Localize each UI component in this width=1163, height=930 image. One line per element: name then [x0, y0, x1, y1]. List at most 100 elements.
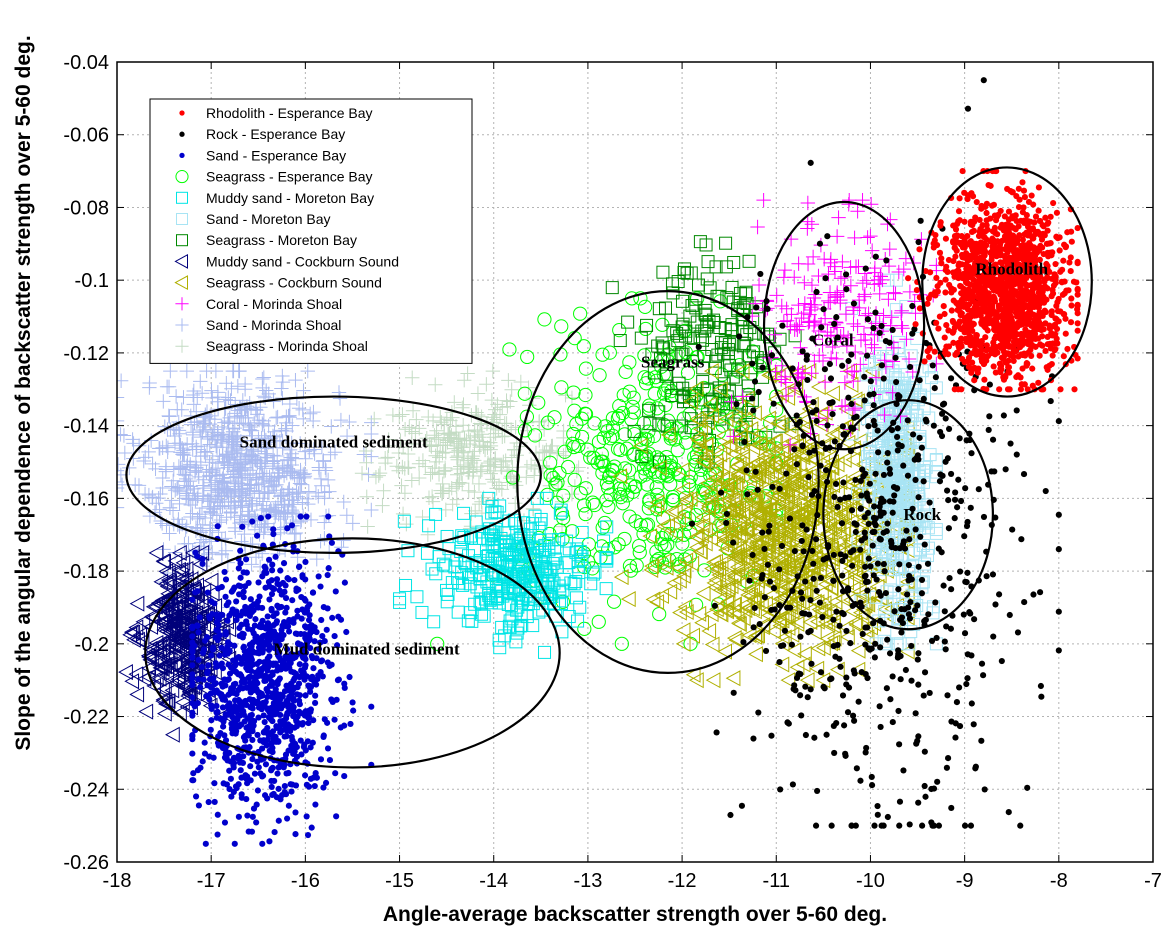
data-point	[244, 496, 259, 512]
data-point	[307, 629, 314, 636]
data-point	[375, 498, 390, 513]
data-point	[305, 682, 312, 689]
data-point	[442, 431, 458, 446]
data-point	[300, 363, 315, 379]
data-point	[186, 397, 201, 412]
data-point	[222, 745, 229, 752]
data-point	[405, 370, 420, 385]
data-point	[494, 460, 509, 475]
data-point	[151, 441, 167, 456]
data-point	[233, 598, 240, 605]
data-point	[297, 513, 304, 520]
data-point	[202, 840, 209, 847]
data-point	[263, 742, 270, 749]
data-point	[275, 440, 291, 455]
data-point	[456, 417, 471, 433]
data-point	[237, 382, 253, 397]
data-point	[277, 691, 284, 698]
data-point	[257, 428, 272, 443]
data-point	[254, 698, 261, 705]
data-point	[214, 488, 229, 503]
data-point	[205, 506, 220, 522]
data-point	[314, 478, 329, 493]
data-point	[236, 759, 244, 766]
data-point	[265, 513, 272, 520]
data-point	[306, 404, 321, 420]
data-point	[301, 772, 309, 779]
data-point	[443, 413, 458, 428]
data-point	[211, 798, 218, 806]
data-point	[204, 682, 211, 689]
data-point	[381, 432, 396, 447]
data-point	[188, 463, 203, 478]
data-point	[303, 513, 310, 520]
data-point	[462, 462, 477, 477]
data-point	[223, 487, 238, 503]
data-point	[283, 770, 290, 777]
data-point	[261, 718, 268, 726]
data-point	[315, 573, 322, 580]
data-point	[295, 402, 310, 418]
data-point	[220, 780, 227, 787]
data-point	[376, 483, 391, 498]
data-point	[117, 390, 125, 405]
data-point	[282, 609, 289, 616]
data-point	[361, 467, 376, 482]
data-point	[449, 492, 465, 507]
data-point	[159, 438, 174, 454]
data-point	[230, 788, 237, 796]
data-point	[302, 576, 309, 583]
data-point	[141, 444, 156, 460]
data-point	[437, 460, 453, 476]
data-point	[332, 588, 339, 595]
data-point	[294, 691, 301, 698]
data-point	[274, 602, 281, 609]
data-point	[325, 565, 332, 572]
data-point	[131, 478, 147, 493]
data-point	[292, 809, 299, 816]
data-point	[231, 642, 238, 649]
data-point	[487, 407, 502, 422]
data-point	[453, 459, 468, 474]
data-point	[286, 616, 293, 623]
data-point	[255, 598, 262, 605]
data-point	[214, 831, 221, 838]
data-point	[171, 459, 187, 474]
data-point	[415, 453, 431, 468]
data-point	[302, 597, 309, 604]
data-point	[192, 793, 200, 800]
data-point	[274, 770, 281, 777]
data-point	[558, 444, 573, 459]
data-point	[265, 714, 273, 721]
data-point	[623, 478, 638, 493]
data-point	[452, 475, 467, 490]
data-point	[230, 657, 237, 664]
data-point	[450, 477, 466, 492]
data-point	[235, 752, 242, 759]
data-point	[224, 617, 231, 624]
data-point	[195, 629, 202, 636]
data-point	[292, 670, 299, 677]
data-point	[269, 733, 277, 740]
data-point	[289, 696, 297, 703]
data-point	[421, 409, 436, 425]
data-point	[205, 662, 212, 669]
data-point	[211, 482, 227, 497]
data-point	[211, 681, 218, 688]
data-point	[152, 502, 167, 517]
data-point	[153, 486, 168, 502]
data-point	[239, 608, 246, 615]
data-point	[223, 470, 238, 485]
data-point	[341, 722, 348, 729]
data-point	[244, 423, 260, 439]
data-point	[284, 815, 291, 822]
data-point	[173, 445, 188, 460]
data-point	[371, 468, 386, 483]
data-point	[316, 453, 331, 468]
data-point	[273, 618, 280, 625]
data-point	[182, 473, 198, 489]
data-point	[261, 563, 268, 570]
data-point	[494, 482, 510, 497]
data-point	[234, 534, 249, 549]
data-point	[447, 441, 462, 456]
